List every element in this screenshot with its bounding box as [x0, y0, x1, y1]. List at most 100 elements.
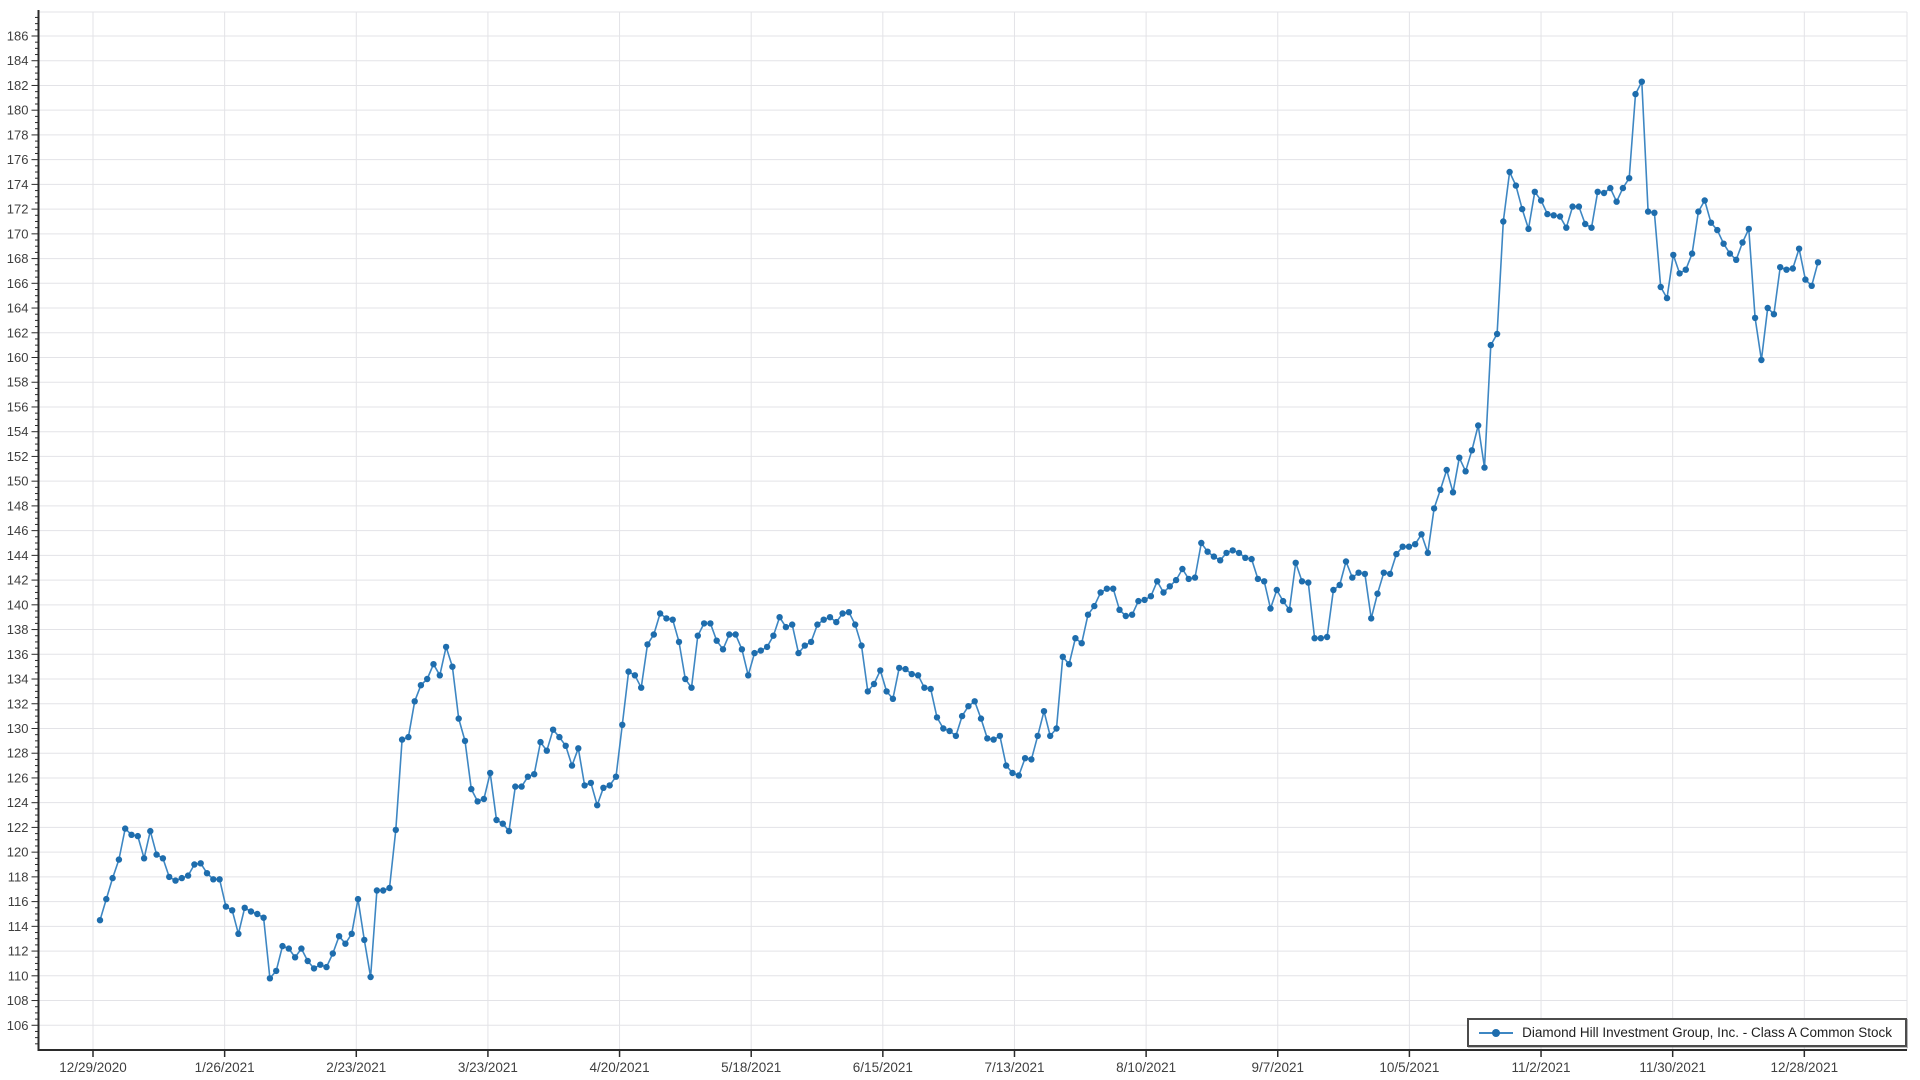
data-point[interactable] [1072, 635, 1079, 642]
data-point[interactable] [1305, 579, 1312, 586]
data-point[interactable] [713, 637, 720, 644]
data-point[interactable] [241, 904, 248, 911]
data-point[interactable] [398, 736, 406, 743]
data-point[interactable] [1726, 250, 1734, 257]
data-point[interactable] [487, 769, 494, 777]
data-point[interactable] [304, 957, 311, 965]
data-point[interactable] [826, 614, 834, 621]
data-point[interactable] [977, 715, 985, 722]
data-point[interactable] [1456, 454, 1463, 461]
data-point[interactable] [1009, 769, 1016, 777]
data-point[interactable] [1355, 569, 1362, 576]
data-point[interactable] [1261, 578, 1268, 585]
data-point[interactable] [1405, 543, 1413, 550]
data-point[interactable] [279, 942, 286, 950]
data-point[interactable] [184, 872, 192, 879]
data-point[interactable] [172, 877, 179, 884]
data-point[interactable] [1588, 224, 1595, 231]
data-point[interactable] [549, 726, 557, 733]
data-point[interactable] [1644, 208, 1652, 215]
data-point[interactable] [1739, 239, 1746, 246]
data-point[interactable] [1273, 586, 1281, 594]
data-point[interactable] [1657, 283, 1664, 291]
data-point[interactable] [1380, 569, 1388, 576]
data-point[interactable] [1777, 264, 1784, 271]
data-point[interactable] [210, 876, 217, 883]
data-point[interactable] [1217, 557, 1224, 564]
data-point[interactable] [1663, 294, 1671, 302]
data-point[interactable] [1626, 175, 1633, 182]
data-point[interactable] [524, 773, 532, 780]
data-point[interactable] [1563, 224, 1570, 231]
data-point[interactable] [971, 698, 978, 705]
data-point[interactable] [1198, 539, 1205, 547]
data-point[interactable] [317, 961, 324, 968]
data-point[interactable] [411, 698, 418, 705]
data-point[interactable] [1525, 225, 1532, 233]
data-point[interactable] [1462, 468, 1469, 475]
data-point[interactable] [600, 784, 607, 791]
data-point[interactable] [461, 737, 469, 745]
data-point[interactable] [1204, 548, 1211, 555]
data-point[interactable] [115, 856, 123, 863]
data-point[interactable] [984, 735, 991, 742]
data-point[interactable] [663, 615, 670, 622]
data-point[interactable] [134, 832, 141, 840]
data-point[interactable] [839, 610, 846, 617]
data-point[interactable] [606, 782, 613, 789]
data-point[interactable] [1399, 543, 1406, 550]
data-point[interactable] [1795, 245, 1803, 252]
data-point[interactable] [1550, 212, 1557, 219]
data-point[interactable] [852, 621, 859, 628]
data-point[interactable] [1437, 486, 1444, 493]
data-point[interactable] [386, 884, 393, 892]
data-point[interactable] [1519, 205, 1526, 213]
data-point[interactable] [1242, 554, 1249, 561]
data-point[interactable] [612, 773, 620, 780]
data-point[interactable] [952, 732, 960, 740]
data-point[interactable] [587, 779, 595, 787]
data-point[interactable] [1160, 589, 1167, 596]
data-point[interactable] [1481, 464, 1488, 471]
data-point[interactable] [1468, 447, 1476, 454]
data-point[interactable] [1091, 602, 1098, 610]
data-point[interactable] [650, 631, 657, 638]
data-point[interactable] [254, 910, 261, 918]
data-point[interactable] [1783, 266, 1790, 273]
data-point[interactable] [266, 975, 274, 982]
data-point[interactable] [1745, 225, 1753, 233]
data-point[interactable] [1651, 209, 1658, 216]
data-point[interactable] [247, 908, 255, 915]
data-point[interactable] [1254, 575, 1262, 583]
data-point[interactable] [1336, 581, 1343, 589]
data-point[interactable] [1412, 541, 1419, 548]
data-point[interactable] [493, 816, 500, 824]
data-point[interactable] [1418, 531, 1425, 538]
data-point[interactable] [656, 610, 664, 617]
data-point[interactable] [1569, 203, 1576, 210]
data-point[interactable] [273, 967, 280, 975]
data-point[interactable] [1059, 653, 1067, 660]
data-point[interactable] [927, 685, 934, 693]
data-point[interactable] [1475, 422, 1482, 429]
data-point[interactable] [1342, 558, 1350, 565]
data-point[interactable] [990, 736, 997, 743]
data-point[interactable] [1248, 555, 1255, 563]
data-point[interactable] [166, 873, 173, 881]
data-point[interactable] [1368, 615, 1375, 622]
legend[interactable]: Diamond Hill Investment Group, Inc. - Cl… [1467, 1018, 1907, 1047]
data-point[interactable] [700, 620, 708, 627]
data-point[interactable] [1676, 270, 1683, 277]
data-point[interactable] [833, 618, 840, 626]
data-point[interactable] [291, 954, 299, 961]
data-point[interactable] [933, 714, 941, 721]
data-point[interactable] [1279, 597, 1287, 605]
data-point[interactable] [260, 914, 267, 921]
data-point[interactable] [140, 855, 148, 862]
data-point[interactable] [1317, 635, 1325, 642]
data-point[interactable] [883, 688, 890, 695]
data-point[interactable] [1122, 612, 1130, 620]
data-point[interactable] [763, 643, 771, 651]
data-point[interactable] [499, 820, 506, 827]
data-point[interactable] [1789, 265, 1797, 272]
